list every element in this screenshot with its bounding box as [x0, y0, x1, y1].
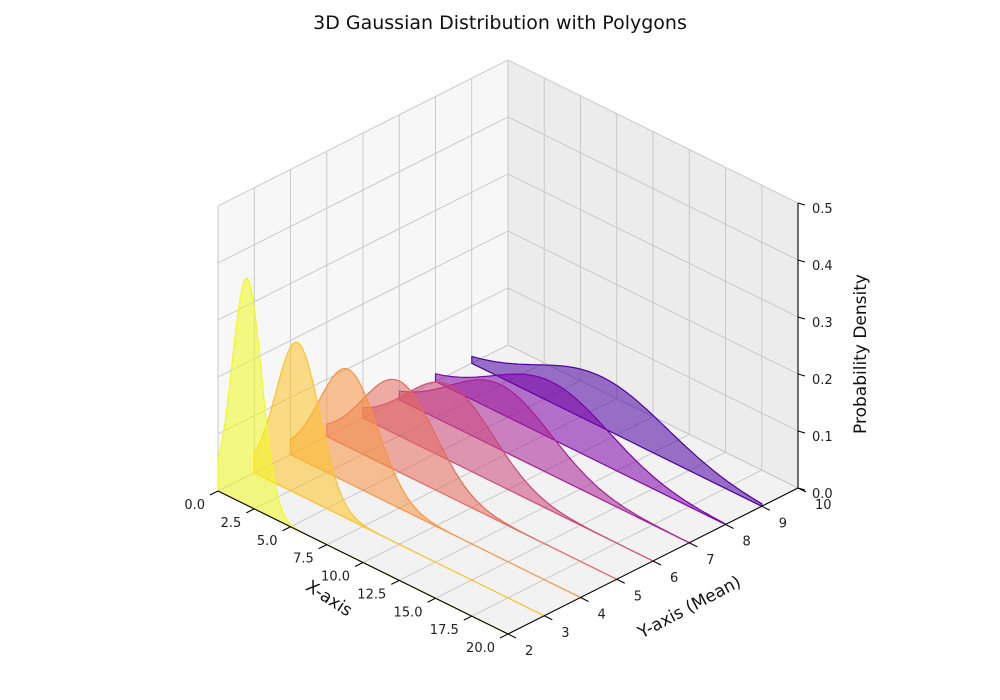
x-tick-mark [209, 490, 219, 496]
tick-labels: 0.0 2.5 5.0 7.5 10.0 12.5 15.0 17.5 20.0 2 3 4 5 6 7 8 9… [184, 202, 832, 659]
y-tick-mark [616, 578, 625, 584]
chart-title: 3D Gaussian Distribution with Polygons [313, 12, 687, 34]
z-axis-label: Probability Density [851, 274, 871, 434]
z-tick-label: 0.4 [812, 259, 833, 274]
grid-line [217, 59, 509, 207]
y-tick-label: 10 [815, 498, 832, 513]
grid-line [217, 230, 509, 378]
y-tick-mark [544, 615, 553, 621]
y-tick-label: 2 [525, 644, 533, 659]
z-tick-mark [797, 373, 806, 377]
y-tick-mark [689, 542, 698, 548]
z-tick-label: 0.0 [812, 487, 833, 502]
grid-line [217, 173, 509, 321]
x-tick-mark [246, 508, 255, 514]
axis-lines [209, 202, 807, 639]
z-tick-mark [797, 259, 806, 263]
z-tick-mark [797, 202, 806, 206]
gaussian-polygon [289, 368, 582, 599]
z-tick-mark [797, 487, 806, 491]
grid-line [507, 59, 799, 204]
y-tick-mark [761, 505, 770, 511]
y-tick-label: 5 [634, 589, 642, 604]
grid-line [217, 287, 509, 435]
y-tick-label: 3 [561, 626, 569, 641]
x-tick-mark [499, 633, 509, 639]
x-tick-label: 0.0 [184, 498, 205, 513]
x-tick-label: 20.0 [466, 641, 495, 656]
x-tick-mark [354, 562, 364, 567]
gaussian-polygon [253, 341, 545, 617]
z-tick-label: 0.5 [812, 202, 833, 217]
y-tick-mark [580, 597, 589, 602]
x-tick-mark [427, 597, 436, 603]
x-tick-label: 15.0 [394, 605, 423, 620]
grid-line [507, 287, 799, 432]
y-tick-label: 8 [743, 535, 751, 550]
y-tick-mark [652, 560, 662, 566]
z-tick-label: 0.1 [812, 430, 833, 445]
grid-line [507, 116, 799, 261]
x-tick-label: 10.0 [321, 570, 350, 585]
z-tick-label: 0.2 [812, 373, 833, 388]
x-tick-mark [282, 526, 291, 532]
x-tick-mark [391, 579, 400, 585]
z-tick-mark [797, 316, 806, 320]
gaussian-polygon [326, 378, 618, 580]
z-tick-label: 0.3 [812, 316, 833, 331]
y-axis-label: Y-axis (Mean) [634, 572, 745, 643]
grid-line [217, 116, 509, 264]
x-tick-mark [318, 544, 327, 550]
x-tick-label: 2.5 [221, 516, 242, 531]
x-tick-mark [463, 615, 472, 621]
x-tick-label: 17.5 [430, 623, 459, 638]
grid-line [507, 230, 799, 375]
x-tick-label: 5.0 [257, 534, 278, 549]
z-tick-mark [797, 430, 806, 434]
y-tick-label: 4 [598, 608, 606, 623]
x-tick-label: 12.5 [357, 587, 386, 602]
y-tick-label: 6 [670, 571, 678, 586]
grid-line [507, 173, 799, 318]
gaussian-polygons [217, 277, 763, 635]
y-tick-label: 9 [779, 516, 787, 531]
x-tick-label: 7.5 [293, 552, 314, 567]
y-tick-mark [507, 633, 517, 639]
y-tick-label: 7 [706, 553, 714, 568]
y-tick-mark [725, 524, 734, 529]
